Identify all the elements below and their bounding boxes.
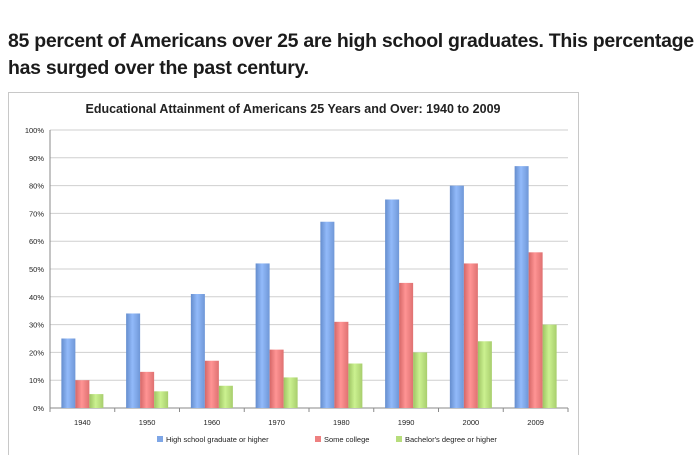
x-tick-label: 1950 [139,418,156,427]
bar [140,371,155,408]
bar [348,363,363,408]
x-tick-label: 1960 [204,418,221,427]
legend-label: Bachelor's degree or higher [405,435,497,444]
x-tick-label: 1970 [268,418,285,427]
bar [269,349,284,408]
legend-label: High school graduate or higher [166,435,269,444]
x-tick-label: 1980 [333,418,350,427]
y-tick-labels: 0% 10% 20% 30% 40% 50% 60% 70% 80% 90% 100% [25,126,45,413]
bar [75,380,90,408]
legend-swatch [396,436,402,442]
bar [89,394,104,408]
y-tick-label: 40% [29,293,44,302]
bar [126,313,141,408]
y-tick-label: 60% [29,237,44,246]
bar [154,391,169,408]
bar [385,199,400,408]
bar [61,338,76,408]
y-tick-label: 50% [29,265,44,274]
x-tick-label: 1940 [74,418,91,427]
bar [334,321,349,408]
chart-title: Educational Attainment of Americans 25 Y… [86,102,501,116]
x-tick-label: 2000 [463,418,480,427]
bar [542,324,557,408]
y-tick-label: 70% [29,209,44,218]
x-tick-labels: 1940 1950 1960 1970 1980 1990 2000 2009 [74,418,544,427]
y-tick-label: 20% [29,348,44,357]
bars [61,166,557,408]
y-tick-label: 80% [29,182,44,191]
x-tick-label: 2009 [527,418,544,427]
y-tick-label: 100% [25,126,45,135]
bar [477,341,492,408]
bar [413,352,428,408]
bar [218,385,233,408]
y-tick-label: 30% [29,321,44,330]
y-tick-label: 0% [33,404,44,413]
headline: 85 percent of Americans over 25 are high… [8,30,694,79]
bar [399,282,414,408]
bar [283,377,298,408]
bar [255,263,270,408]
legend: High school graduate or higher Some colle… [157,435,497,444]
bar [514,166,529,408]
bar [449,185,464,408]
legend-swatch [315,436,321,442]
bar [463,263,478,408]
bar [320,221,335,408]
bar [528,252,543,408]
legend-label: Some college [324,435,369,444]
y-tick-label: 10% [29,376,44,385]
x-tick-label: 1990 [398,418,415,427]
bar [190,294,205,408]
y-tick-label: 90% [29,154,44,163]
legend-swatch [157,436,163,442]
bar [204,360,219,408]
